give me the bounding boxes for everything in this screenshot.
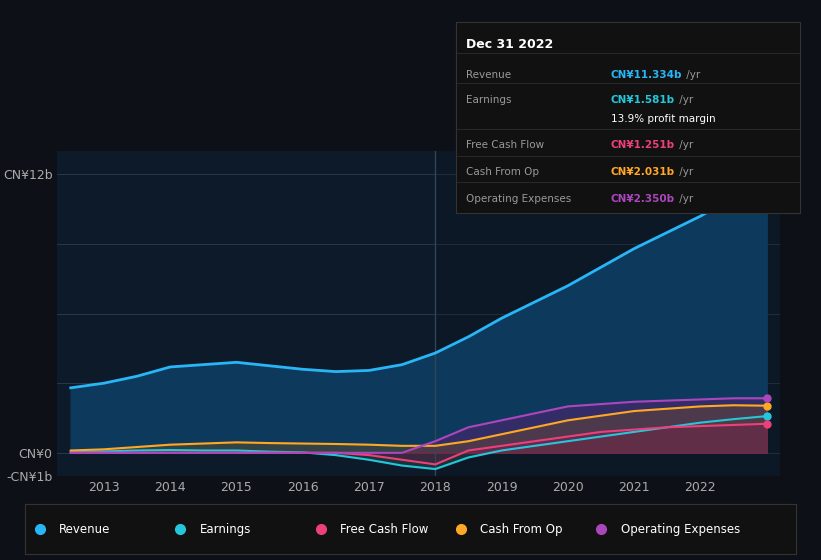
Text: CN¥2.350b: CN¥2.350b [611,194,675,204]
Bar [435,151,780,476]
Text: CN¥2.031b: CN¥2.031b [611,167,675,177]
Text: CN¥1.251b: CN¥1.251b [611,141,675,151]
Text: Revenue: Revenue [466,70,511,80]
Text: Free Cash Flow: Free Cash Flow [340,522,429,536]
Text: Revenue: Revenue [59,522,111,536]
Text: Cash From Op: Cash From Op [466,167,539,177]
Text: Cash From Op: Cash From Op [480,522,563,536]
Text: /yr: /yr [676,167,693,177]
Text: /yr: /yr [683,70,700,80]
Text: /yr: /yr [676,194,693,204]
Text: CN¥1.581b: CN¥1.581b [611,95,675,105]
Text: /yr: /yr [676,141,693,151]
Text: Free Cash Flow: Free Cash Flow [466,141,544,151]
Text: 13.9% profit margin: 13.9% profit margin [611,114,715,124]
Text: Operating Expenses: Operating Expenses [621,522,740,536]
Text: /yr: /yr [676,95,693,105]
Text: CN¥11.334b: CN¥11.334b [611,70,682,80]
Text: Dec 31 2022: Dec 31 2022 [466,38,553,50]
Text: Earnings: Earnings [200,522,251,536]
Text: Earnings: Earnings [466,95,511,105]
Text: Operating Expenses: Operating Expenses [466,194,571,204]
